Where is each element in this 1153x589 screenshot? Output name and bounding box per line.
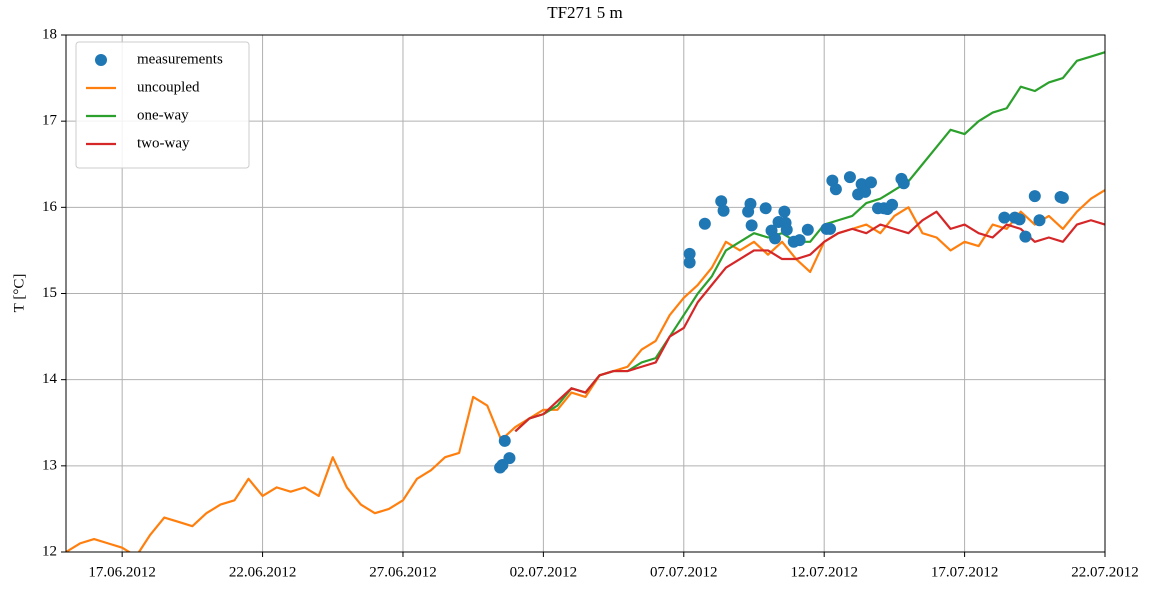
legend-label: measurements bbox=[137, 51, 223, 67]
x-tick-label: 22.07.2012 bbox=[1071, 564, 1139, 580]
point bbox=[859, 185, 872, 198]
point bbox=[998, 211, 1011, 224]
point bbox=[498, 434, 511, 447]
point bbox=[759, 202, 772, 215]
legend-box bbox=[75, 41, 250, 169]
point bbox=[1013, 213, 1026, 226]
legend-label: two-way bbox=[137, 135, 190, 151]
point bbox=[1033, 214, 1046, 227]
point bbox=[683, 256, 696, 269]
point bbox=[824, 222, 837, 235]
legend-label: uncoupled bbox=[137, 79, 200, 95]
x-tick-label: 17.07.2012 bbox=[931, 564, 999, 580]
chart-title: TF271 5 m bbox=[547, 3, 623, 22]
axes: 12 13 14 15 16 17 18 17.06.2012 22.06.2012 27.06.… bbox=[42, 26, 1139, 580]
point bbox=[843, 171, 856, 184]
point bbox=[769, 232, 782, 245]
point bbox=[1019, 230, 1032, 243]
line bbox=[66, 189, 1105, 552]
line bbox=[514, 210, 1105, 433]
point bbox=[897, 177, 910, 190]
legend-marker bbox=[95, 54, 107, 66]
x-tick-label: 12.07.2012 bbox=[790, 564, 858, 580]
point bbox=[744, 197, 757, 210]
legend-label: one-way bbox=[137, 107, 189, 123]
x-tick-label: 27.06.2012 bbox=[369, 564, 437, 580]
point bbox=[778, 205, 791, 218]
x-tick-label: 22.06.2012 bbox=[229, 564, 297, 580]
point bbox=[864, 176, 877, 189]
point bbox=[801, 223, 814, 236]
legend: measurements uncoupled one-way two-way bbox=[75, 41, 250, 169]
y-tick-label: 14 bbox=[42, 371, 58, 387]
point bbox=[886, 198, 899, 211]
point bbox=[503, 452, 516, 465]
y-tick-label: 16 bbox=[42, 199, 58, 215]
y-tick-label: 15 bbox=[42, 285, 57, 301]
x-tick-label: 07.07.2012 bbox=[650, 564, 718, 580]
y-tick-label: 13 bbox=[42, 457, 57, 473]
point bbox=[715, 195, 728, 208]
y-tick-label: 17 bbox=[42, 113, 58, 129]
point bbox=[780, 223, 793, 236]
y-tick-label: 18 bbox=[42, 26, 57, 42]
y-tick-label: 12 bbox=[42, 543, 57, 559]
point bbox=[793, 234, 806, 247]
point bbox=[745, 219, 758, 232]
point bbox=[829, 183, 842, 196]
point bbox=[698, 217, 711, 230]
point bbox=[717, 204, 730, 217]
point bbox=[1056, 191, 1069, 204]
x-tick-label: 17.06.2012 bbox=[88, 564, 156, 580]
point bbox=[1028, 190, 1041, 203]
y-axis-label: T [°C] bbox=[11, 274, 27, 313]
x-tick-label: 02.07.2012 bbox=[510, 564, 578, 580]
plot-area bbox=[66, 51, 1105, 552]
point bbox=[683, 247, 696, 260]
